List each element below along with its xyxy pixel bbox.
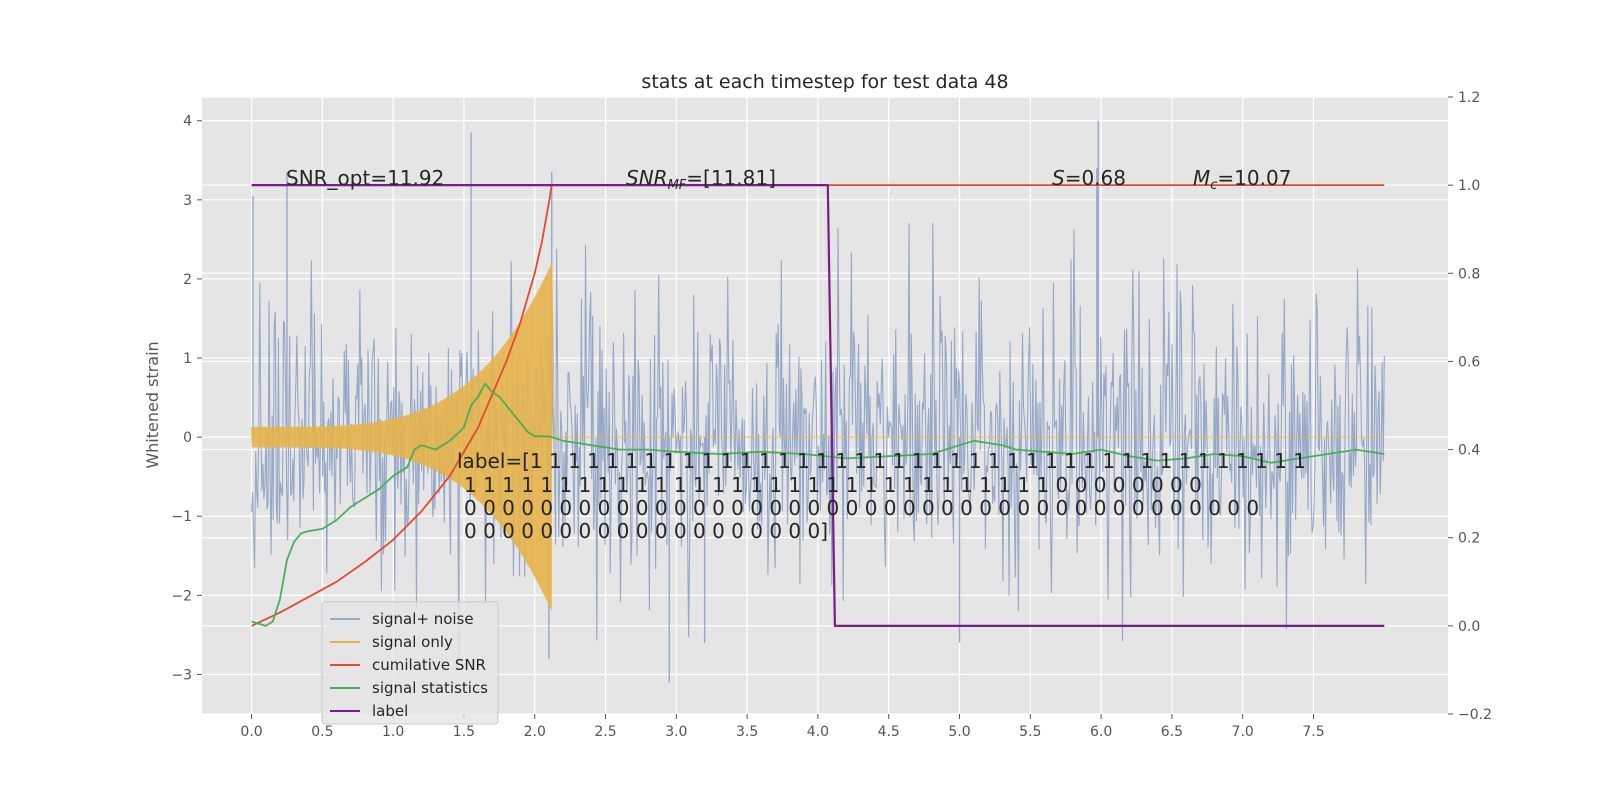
series-signal-statistics — [251, 382, 1385, 627]
series-cumulative-snr — [251, 184, 1385, 627]
y2-tick-label: 0.0 — [1458, 619, 1480, 635]
y-axis-right: −0.2 0.0 0.2 0.4 0.6 0.8 1.0 1.2 — [1448, 90, 1492, 723]
snr-mf-value: =[11.81] — [686, 166, 776, 190]
s-value: =0.68 — [1065, 166, 1126, 190]
series-label — [251, 184, 1385, 627]
snr-mf-annotation: SNRMF=[11.81] — [626, 166, 776, 193]
series-signal-only — [251, 263, 1385, 611]
legend-label: label — [372, 702, 408, 720]
y2-tick-label: 1.2 — [1458, 90, 1480, 106]
x-tick-label: 2.0 — [524, 724, 546, 740]
x-tick-label: 6.0 — [1090, 724, 1112, 740]
y2-tick-label: −0.2 — [1458, 707, 1492, 723]
legend-item: signal+ noise — [330, 610, 474, 628]
mc-value: =10.07 — [1217, 166, 1291, 190]
y2-tick-label: 0.8 — [1458, 266, 1480, 282]
label-line: 1 1 1 1 1 1 1 1 1 1 1 1 1 1 1 1 1 1 1 1 … — [464, 473, 1202, 497]
x-tick-label: 1.0 — [382, 724, 404, 740]
mc-annotation: Mc=10.07 — [1193, 166, 1291, 193]
x-tick-label: 1.5 — [453, 724, 475, 740]
signal-only-line — [251, 263, 1385, 611]
y-tick-label: 4 — [183, 114, 192, 130]
legend-box — [321, 601, 499, 725]
s-annotation: S=0.68 — [1052, 166, 1126, 190]
mc-subscript: c — [1210, 178, 1217, 193]
x-tick-label: 4.0 — [807, 724, 829, 740]
legend-item: signal statistics — [330, 679, 488, 697]
x-tick-label: 7.0 — [1232, 724, 1254, 740]
chart-title: stats at each timestep for test data 48 — [641, 71, 1008, 93]
label-array-annotation: label=[1 1 1 1 1 1 1 1 1 1 1 1 1 1 1 1 1… — [457, 449, 1312, 543]
legend-label: signal only — [372, 633, 453, 651]
legend-label: signal+ noise — [372, 610, 474, 628]
label-line: 0 0 0 0 0 0 0 0 0 0 0 0 0 0 0 0 0 0 0 0 … — [464, 496, 1259, 520]
x-tick-label: 5.0 — [948, 724, 970, 740]
label-line-plot — [251, 184, 1385, 627]
label-line: label=[1 1 1 1 1 1 1 1 1 1 1 1 1 1 1 1 1… — [457, 449, 1306, 473]
snr-opt-annotation: SNR_opt=11.92 — [286, 166, 444, 190]
y-tick-label: 3 — [183, 193, 192, 209]
legend-label: cumilative SNR — [372, 656, 486, 674]
legend-item: signal only — [330, 633, 453, 651]
x-tick-label: 4.5 — [878, 724, 900, 740]
x-tick-label: 0.5 — [311, 724, 333, 740]
signal-statistics-line — [251, 382, 1385, 627]
y-tick-label: 0 — [183, 430, 192, 446]
x-tick-label: 7.5 — [1302, 724, 1324, 740]
y-tick-label: −3 — [171, 667, 192, 683]
label-line: 0 0 0 0 0 0 0 0 0 0 0 0 0 0 0 0 0 0 0] — [464, 519, 828, 543]
y-tick-label: −1 — [171, 509, 192, 525]
x-tick-label: 2.5 — [594, 724, 616, 740]
x-tick-label: 0.0 — [240, 724, 262, 740]
snr-mf-name: SNR — [626, 166, 668, 190]
legend-item: label — [330, 702, 408, 720]
y2-tick-label: 1.0 — [1458, 178, 1480, 194]
y2-tick-label: 0.6 — [1458, 354, 1480, 370]
x-axis: 0.0 0.5 1.0 1.5 2.0 2.5 3.0 3.5 4.0 4.5 5.0 5.5 6.0 6… — [240, 714, 1325, 740]
y-tick-label: −2 — [171, 588, 192, 604]
x-tick-label: 6.5 — [1161, 724, 1183, 740]
legend-item: cumilative SNR — [330, 656, 486, 674]
cumulative-snr-line — [251, 184, 1385, 627]
x-tick-label: 3.5 — [736, 724, 758, 740]
x-tick-label: 3.0 — [665, 724, 687, 740]
y2-tick-label: 0.2 — [1458, 531, 1480, 547]
mc-name: M — [1193, 166, 1210, 190]
legend: signal+ noise signal only cumilative SNR… — [321, 601, 499, 725]
x-tick-label: 5.5 — [1019, 724, 1041, 740]
y2-tick-label: 0.4 — [1458, 443, 1480, 459]
y-axis-left: −3 −2 −1 0 1 2 3 4 — [171, 114, 202, 683]
y-tick-label: 2 — [183, 272, 192, 288]
legend-label: signal statistics — [372, 679, 488, 697]
s-name: S — [1052, 166, 1065, 190]
y-tick-label: 1 — [183, 351, 192, 367]
y-axis-label: Whitened strain — [143, 341, 162, 468]
snr-mf-subscript: MF — [668, 178, 687, 193]
